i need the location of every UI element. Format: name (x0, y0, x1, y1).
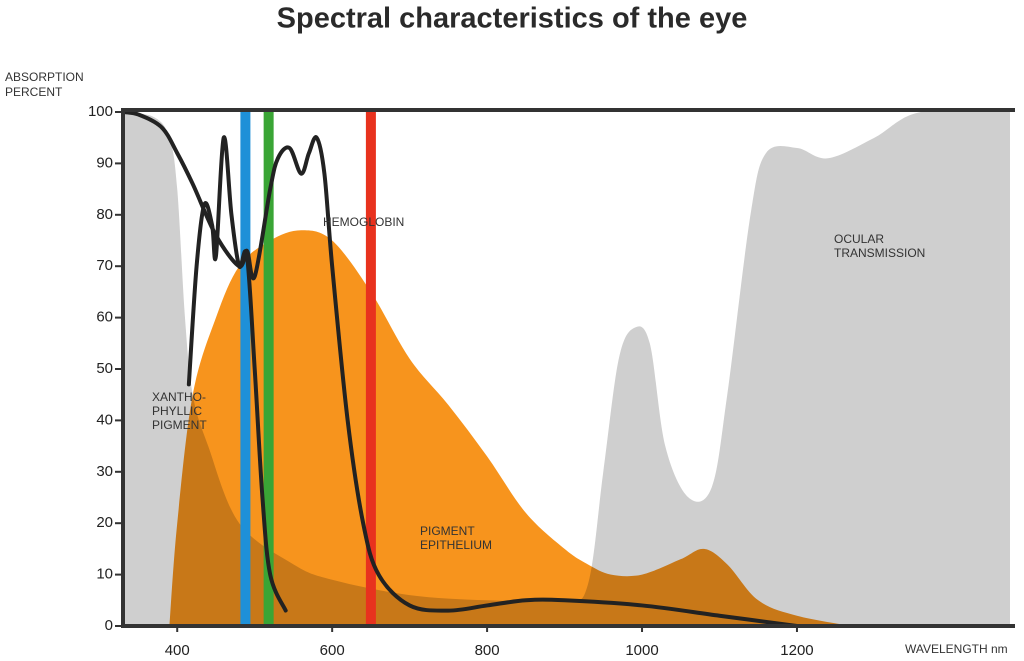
y-axis-label: PERCENT (5, 85, 63, 99)
y-tick-label: 10 (96, 566, 113, 583)
y-tick-label: 40 (96, 411, 113, 428)
x-tick-label: 600 (320, 642, 345, 659)
annotation: TRANSMISSION (834, 246, 925, 260)
x-axis-label: WAVELENGTH nm (905, 642, 1008, 656)
y-tick-label: 80 (96, 206, 113, 223)
y-tick-label: 30 (96, 463, 113, 480)
y-tick-label: 60 (96, 309, 113, 326)
x-tick-label: 400 (165, 642, 190, 659)
line (186, 135, 288, 613)
y-tick-label: 0 (105, 617, 113, 634)
chart-title: Spectral characteristics of the eye (277, 3, 748, 35)
annotation: PIGMENT (420, 524, 475, 538)
y-tick-label: 20 (96, 514, 113, 531)
y-tick-label: 50 (96, 360, 113, 377)
annotation: HEMOGLOBIN (323, 215, 404, 229)
annotation: PIGMENT (152, 418, 207, 432)
x-tick-label: 800 (475, 642, 500, 659)
annotation: PHYLLIC (152, 404, 202, 418)
x-tick-label: 1200 (780, 642, 813, 659)
area (123, 112, 1010, 626)
wavelength-band (365, 112, 376, 626)
annotation: OCULAR (834, 232, 884, 246)
y-tick-label: 90 (96, 154, 113, 171)
y-axis-label: ABSORPTION (5, 70, 84, 84)
x-tick-label: 1000 (625, 642, 658, 659)
wavelength-band (263, 112, 274, 626)
annotation: XANTHO- (152, 390, 206, 404)
annotation: EPITHELIUM (420, 538, 492, 552)
wavelength-band (240, 112, 251, 626)
y-tick-label: 70 (96, 257, 113, 274)
y-tick-label: 100 (88, 103, 113, 120)
plot (123, 112, 1010, 626)
